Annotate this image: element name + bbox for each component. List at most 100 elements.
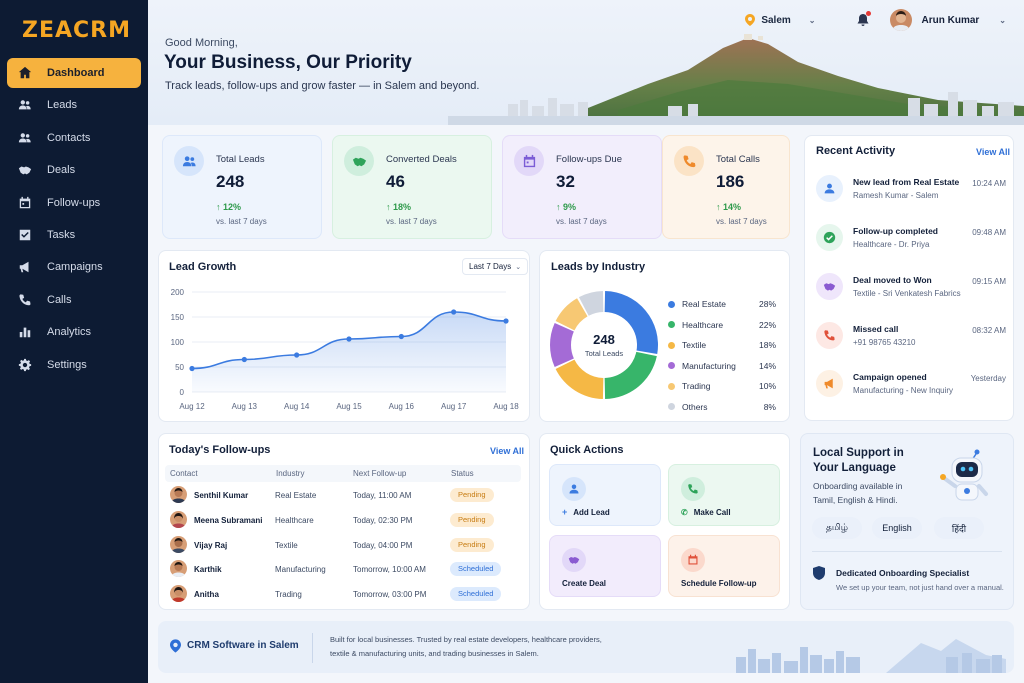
- donut-slice: [604, 351, 657, 399]
- x-tick-label: Aug 15: [336, 402, 362, 411]
- chevron-down-icon: ⌄: [515, 263, 522, 271]
- x-tick-label: Aug 12: [179, 402, 205, 411]
- schedule-follow-up-button[interactable]: Schedule Follow-up: [668, 535, 780, 597]
- legend-swatch: [668, 341, 675, 349]
- create-deal-button[interactable]: Create Deal: [549, 535, 661, 597]
- table-row[interactable]: Senthil Kumar Real Estate Today, 11:00 A…: [158, 483, 528, 508]
- status-badge: Scheduled: [450, 562, 502, 576]
- check-icon: [816, 224, 843, 251]
- legend-label: Manufacturing: [682, 360, 736, 371]
- stat-change: ↑ 12%: [216, 202, 241, 212]
- contact-name: Anitha: [194, 590, 219, 599]
- sidebar-item-dashboard[interactable]: Dashboard: [7, 58, 141, 88]
- quick-action-text: Make Call: [693, 508, 731, 517]
- activity-view-all-link[interactable]: View All: [976, 147, 1011, 157]
- x-tick-label: Aug 16: [389, 402, 415, 411]
- legend-item: Manufacturing 14%: [668, 361, 776, 371]
- status-badge: Scheduled: [450, 587, 502, 601]
- range-dropdown[interactable]: Last 7 Days ⌄: [462, 258, 529, 275]
- activity-item[interactable]: Follow-up completed Healthcare - Dr. Pri…: [816, 222, 1006, 262]
- donut-slice: [555, 359, 604, 399]
- legend-label: Textile: [682, 340, 707, 350]
- table-header-bg: [165, 465, 521, 482]
- support-title-line2: Your Language: [813, 462, 896, 474]
- handshake-icon: [344, 146, 374, 176]
- sidebar-item-tasks[interactable]: Tasks: [7, 220, 141, 250]
- sidebar-item-settings[interactable]: Settings: [7, 350, 141, 380]
- activity-item[interactable]: Campaign opened Manufacturing - New Inqu…: [816, 368, 1006, 408]
- stat-card-total-calls[interactable]: Total Calls 186 ↑ 14% vs. last 7 days: [662, 135, 790, 239]
- stat-card-total-leads[interactable]: Total Leads 248 ↑ 12% vs. last 7 days: [162, 135, 322, 239]
- table-row[interactable]: Anitha Trading Tomorrow, 03:00 PM Schedu…: [158, 582, 528, 607]
- language-tamil-button[interactable]: தமிழ்: [812, 517, 862, 539]
- stat-card-follow-ups-due[interactable]: Follow-ups Due 32 ↑ 9% vs. last 7 days: [502, 135, 662, 239]
- status-badge: Pending: [450, 488, 494, 502]
- sidebar-item-label: Dashboard: [47, 67, 105, 79]
- page-subtitle: Track leads, follow-ups and grow faster …: [165, 80, 480, 92]
- stat-card-converted-deals[interactable]: Converted Deals 46 ↑ 18% vs. last 7 days: [332, 135, 492, 239]
- logo[interactable]: ZEACRM: [22, 14, 131, 46]
- divider: [812, 551, 1002, 552]
- legend-item: Trading 10%: [668, 381, 776, 391]
- contact-name: Meena Subramani: [194, 516, 263, 525]
- sidebar-item-label: Campaigns: [47, 261, 103, 274]
- stat-change: ↑ 18%: [386, 202, 411, 212]
- support-desc-line2: Tamil, English & Hindi.: [813, 495, 898, 505]
- support-title-line1: Local Support in: [813, 447, 904, 459]
- legend-item: Others 8%: [668, 402, 776, 412]
- activity-time: 08:32 AM: [972, 326, 1006, 335]
- legend-value: 10%: [758, 381, 776, 391]
- next-follow-up: Today, 04:00 PM: [353, 541, 413, 550]
- table-row[interactable]: Meena Subramani Healthcare Today, 02:30 …: [158, 508, 528, 533]
- activity-time: 09:48 AM: [972, 228, 1006, 237]
- data-point: [503, 318, 509, 324]
- sidebar-item-contacts[interactable]: Contacts: [7, 123, 141, 153]
- stat-label: Total Calls: [716, 154, 760, 165]
- table-row[interactable]: Vijay Raj Textile Today, 04:00 PM Pendin…: [158, 533, 528, 558]
- sidebar-item-label: Leads: [47, 99, 77, 112]
- sidebar-item-analytics[interactable]: Analytics: [7, 317, 141, 347]
- sidebar-item-follow-ups[interactable]: Follow-ups: [7, 188, 141, 218]
- language-english-button[interactable]: English: [872, 517, 922, 539]
- footer-text-line2: textile & manufacturing units, and tradi…: [330, 649, 539, 658]
- activity-item[interactable]: New lead from Real Estate Ramesh Kumar -…: [816, 173, 1006, 213]
- bar-chart-icon: [17, 324, 33, 340]
- sidebar-item-leads[interactable]: Leads: [7, 90, 141, 120]
- location-pin-icon: [170, 639, 181, 653]
- follow-ups-title: Today's Follow-ups: [169, 444, 271, 456]
- support-desc-line1: Onboarding available in: [813, 481, 903, 491]
- language-hindi-button[interactable]: हिंदी: [934, 517, 984, 539]
- megaphone-icon: [17, 259, 33, 275]
- calendar-icon: [514, 146, 544, 176]
- notification-bell[interactable]: [856, 11, 871, 27]
- footer-text-line1: Built for local businesses. Trusted by r…: [330, 635, 602, 644]
- robot-icon: [940, 449, 988, 501]
- add-lead-button[interactable]: + Add Lead: [549, 464, 661, 526]
- donut-total: 248: [593, 332, 615, 347]
- sidebar-item-campaigns[interactable]: Campaigns: [7, 252, 141, 282]
- phone-small-icon: ✆: [681, 508, 688, 517]
- location-pin-icon: [745, 14, 756, 26]
- table-row[interactable]: Karthik Manufacturing Tomorrow, 10:00 AM…: [158, 557, 528, 582]
- sidebar-item-deals[interactable]: Deals: [7, 155, 141, 185]
- contact-name: Vijay Raj: [194, 541, 228, 550]
- activity-subtitle: Healthcare - Dr. Priya: [853, 240, 930, 249]
- sidebar-item-label: Analytics: [47, 326, 92, 339]
- activity-item[interactable]: Missed call +91 98765 43210 08:32 AM: [816, 320, 1006, 360]
- stat-value: 248: [216, 172, 245, 191]
- y-tick-label: 200: [171, 288, 185, 297]
- sidebar-item-label: Deals: [47, 164, 76, 177]
- location-selector[interactable]: Salem ⌄: [745, 14, 816, 26]
- specialist-desc: We set up your team, not just hand over …: [836, 583, 1004, 592]
- recent-activity-title: Recent Activity: [816, 145, 896, 157]
- make-call-button[interactable]: ✆ Make Call: [668, 464, 780, 526]
- donut-slice: [604, 291, 658, 355]
- contact-name: Karthik: [194, 565, 222, 574]
- stat-change: ↑ 14%: [716, 202, 741, 212]
- user-menu[interactable]: Arun Kumar ⌄: [889, 9, 1006, 31]
- activity-item[interactable]: Deal moved to Won Textile - Sri Venkates…: [816, 271, 1006, 311]
- home-icon: [17, 65, 33, 81]
- contacts-icon: [17, 130, 33, 146]
- sidebar-item-calls[interactable]: Calls: [7, 285, 141, 315]
- follow-ups-view-all-link[interactable]: View All: [490, 446, 525, 456]
